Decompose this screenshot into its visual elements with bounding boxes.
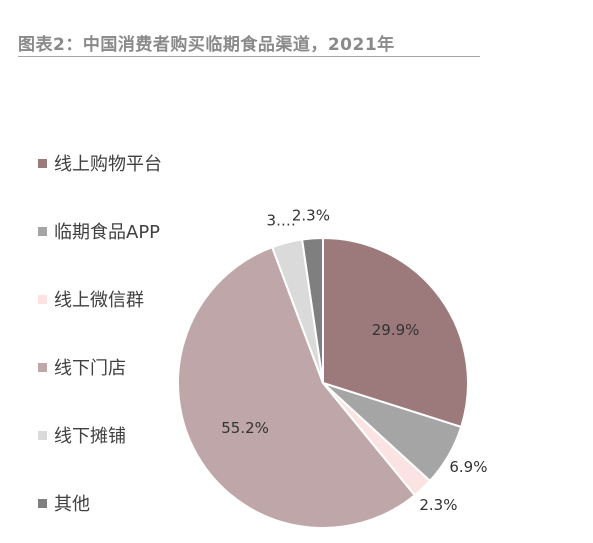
pie-slice — [322, 237, 469, 428]
legend-swatch — [38, 430, 47, 440]
legend-item: 线下门店 — [38, 354, 126, 380]
legend-label: 线上微信群 — [54, 290, 144, 311]
title-divider — [18, 56, 480, 57]
data-label: 2.3% — [292, 206, 330, 224]
legend-item: 线上微信群 — [38, 286, 144, 312]
chart-title: 图表2：中国消费者购买临期食品渠道，2021年 — [18, 35, 395, 55]
data-label: 29.9% — [372, 321, 420, 339]
legend-swatch — [38, 362, 47, 372]
legend-label: 临期食品APP — [54, 222, 161, 243]
legend-swatch — [38, 294, 47, 304]
pie-slice — [301, 237, 324, 384]
legend-swatch — [38, 498, 47, 508]
legend-item: 线上购物平台 — [38, 150, 162, 176]
data-label: 3.… — [267, 211, 296, 229]
data-label: 2.3% — [419, 496, 457, 514]
pie-slice — [177, 246, 416, 529]
data-label: 6.9% — [449, 458, 487, 476]
legend-item: 其他 — [38, 490, 90, 516]
legend-label: 其他 — [54, 494, 90, 515]
data-label: 55.2% — [221, 419, 269, 437]
legend-item: 线下摊铺 — [38, 422, 126, 448]
legend-item: 临期食品APP — [38, 218, 160, 244]
legend-swatch — [38, 226, 47, 236]
legend-swatch — [38, 158, 47, 168]
legend-label: 线上购物平台 — [54, 154, 162, 175]
legend-label: 线下门店 — [54, 358, 126, 379]
legend-label: 线下摊铺 — [54, 426, 126, 447]
